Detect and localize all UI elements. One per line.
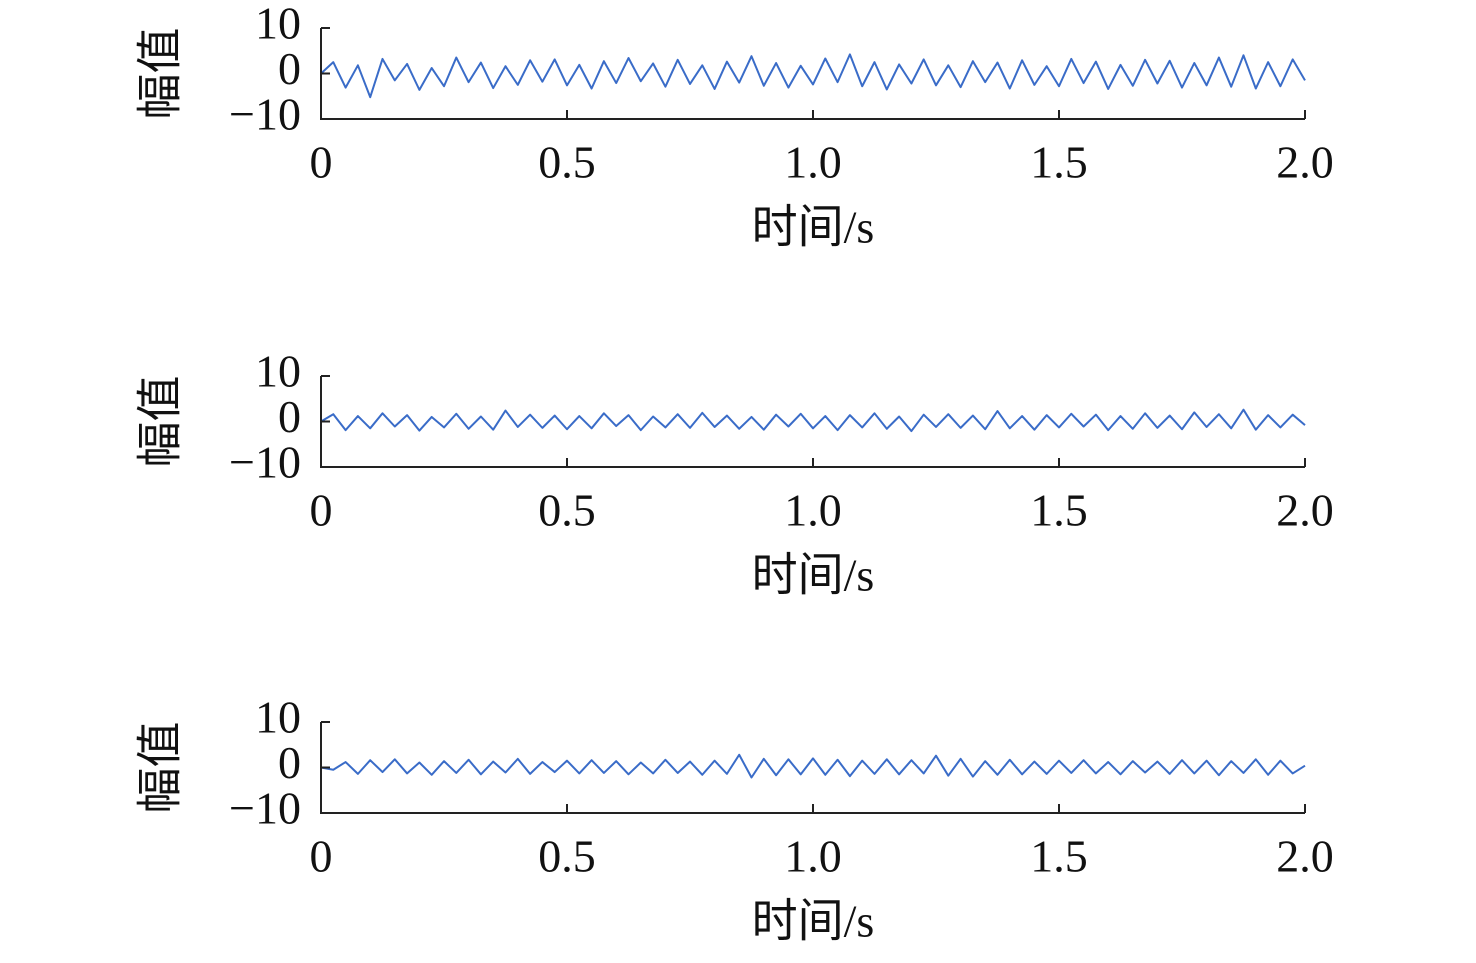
y-tick-label: −10 [229, 437, 301, 488]
axis-spines [320, 376, 1305, 468]
x-tick-label: 1.0 [784, 485, 842, 536]
axis-spines [320, 722, 1305, 814]
y-tick-label: 0 [278, 391, 301, 442]
x-axis-label: 时间/s [752, 202, 875, 253]
x-tick-label: 2.0 [1276, 831, 1334, 882]
x-tick-label: 2.0 [1276, 485, 1334, 536]
signal-line [320, 408, 1306, 433]
x-tick-label: 1.5 [1030, 485, 1088, 536]
x-tick-label: 0 [310, 485, 333, 536]
y-tick-label: −10 [229, 783, 301, 834]
x-tick-label: 2.0 [1276, 137, 1334, 188]
x-axis-label: 时间/s [752, 896, 875, 947]
x-tick-label: 0.5 [538, 831, 596, 882]
x-tick-label: 1.5 [1030, 137, 1088, 188]
x-tick-label: 0 [310, 831, 333, 882]
signal-line [320, 53, 1306, 99]
y-axis-label: 幅值 [135, 28, 186, 120]
x-tick-label: 1.0 [784, 137, 842, 188]
x-tick-label: 1.0 [784, 831, 842, 882]
y-tick-label: 0 [278, 737, 301, 788]
y-tick-label: 10 [255, 692, 301, 743]
x-tick-label: 1.5 [1030, 831, 1088, 882]
y-tick-label: −10 [229, 89, 301, 140]
y-tick-label: 10 [255, 0, 301, 49]
y-tick-label: 0 [278, 43, 301, 94]
y-axis-label: 幅值 [135, 722, 186, 814]
x-tick-label: 0.5 [538, 485, 596, 536]
x-tick-label: 0.5 [538, 137, 596, 188]
y-axis-label: 幅值 [135, 376, 186, 468]
x-tick-label: 0 [310, 137, 333, 188]
x-axis-label: 时间/s [752, 550, 875, 601]
y-tick-label: 10 [255, 346, 301, 397]
signal-line [320, 753, 1306, 779]
axis-spines [320, 28, 1305, 120]
